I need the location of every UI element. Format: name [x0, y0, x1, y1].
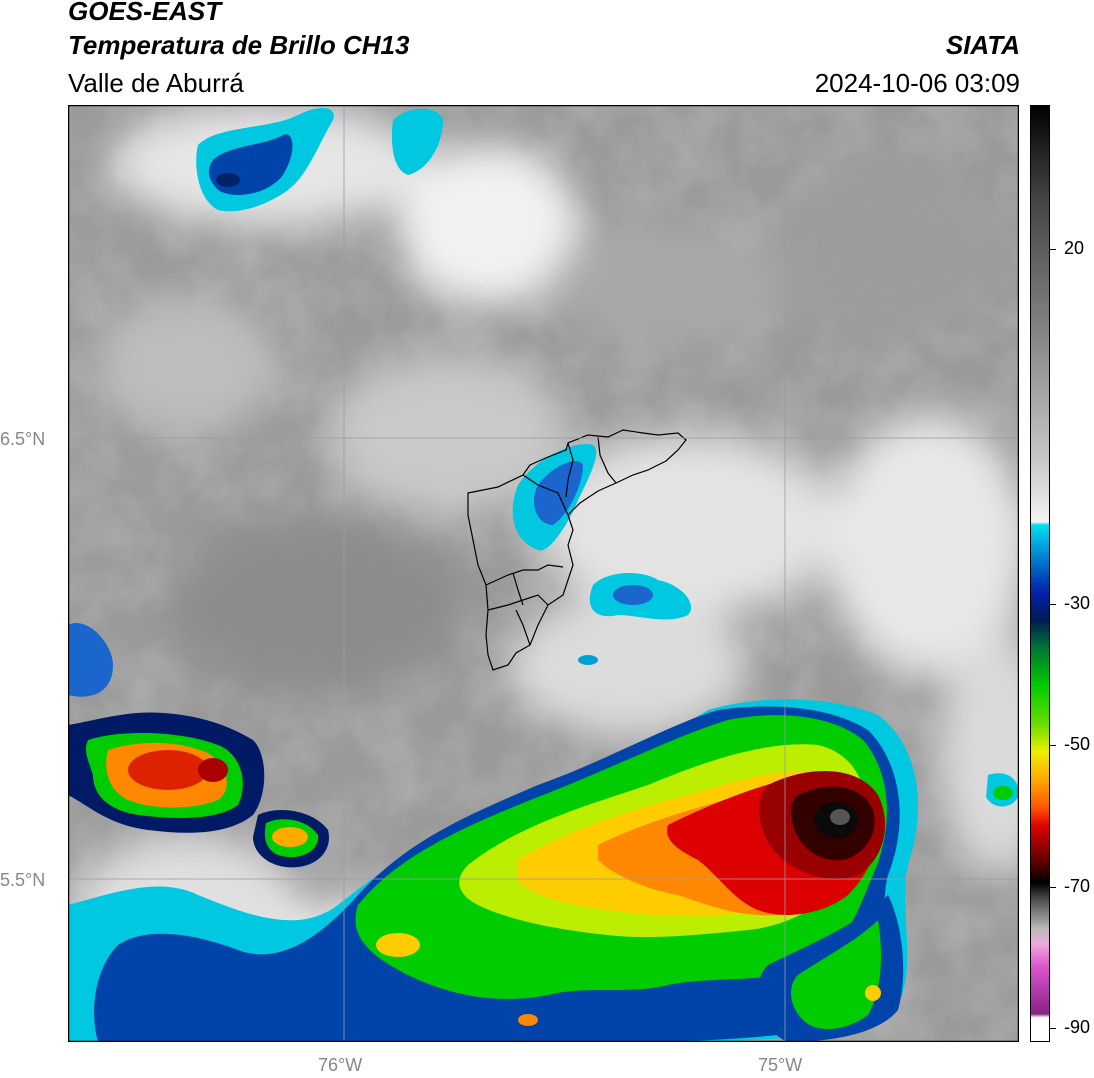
- datetime-label: 2024-10-06 03:09: [814, 68, 1020, 98]
- colorbar-tick-label: -50: [1064, 734, 1091, 754]
- cloud-cell-north: [196, 108, 443, 212]
- lat-label-5-5: 5.5°N: [0, 870, 46, 890]
- graticule: [68, 105, 1019, 1042]
- product-title: Temperatura de Brillo CH13: [68, 30, 410, 60]
- colorbar-tick-label: -90: [1064, 1017, 1091, 1037]
- brand-label: SIATA: [945, 30, 1020, 60]
- satellite-map: [68, 105, 1019, 1042]
- colorbar-tick-mark: [1050, 249, 1056, 250]
- colorbar-tick-mark: [1050, 1028, 1056, 1029]
- colorbar: [1030, 105, 1050, 1042]
- lon-label-76: 76°W: [318, 1055, 363, 1075]
- region-label: Valle de Aburrá: [68, 68, 244, 98]
- colorbar-tick-mark: [1050, 887, 1056, 888]
- satellite-title: GOES-EAST: [68, 0, 222, 26]
- convective-system: [68, 699, 1019, 1042]
- colorbar-tick-mark: [1050, 604, 1056, 605]
- colorbar-tick-label: -70: [1064, 876, 1091, 896]
- lon-label-75: 75°W: [758, 1055, 803, 1075]
- cloud-cell-west: [68, 623, 329, 868]
- map-frame: [68, 105, 1019, 1042]
- colorbar-tick-label: 20: [1064, 238, 1085, 258]
- colorbar-tick-mark: [1050, 745, 1056, 746]
- cloud-cell-center: [512, 444, 692, 665]
- colorbar-gradient: [1030, 105, 1050, 1042]
- colorbar-tick-label: -30: [1064, 593, 1091, 613]
- lat-label-6-5: 6.5°N: [0, 429, 46, 449]
